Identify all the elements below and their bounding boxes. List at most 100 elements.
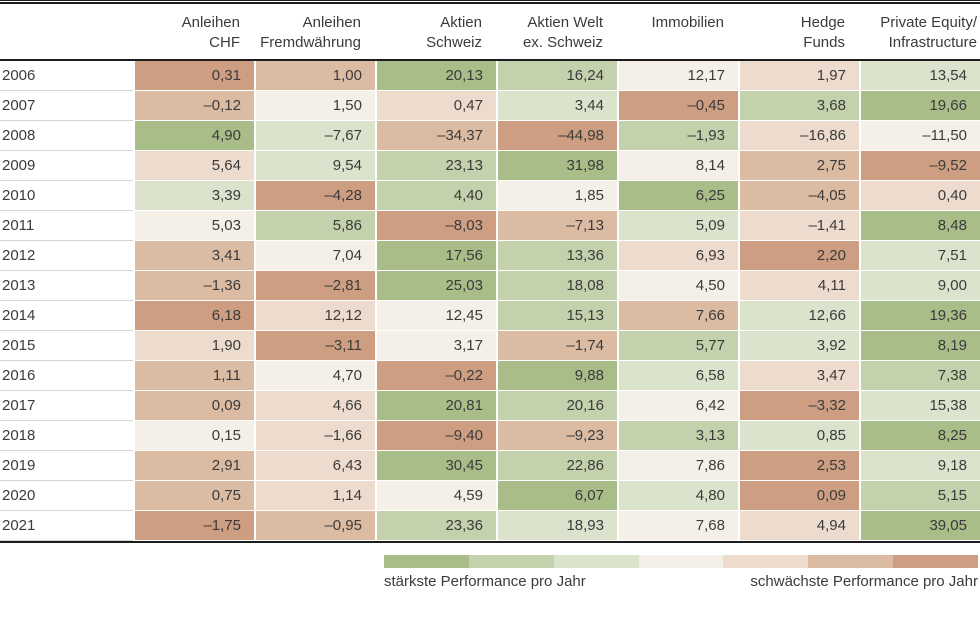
value-cell: –4,28: [254, 181, 375, 211]
value-cell: 5,77: [617, 331, 738, 361]
value-cell: 3,68: [738, 91, 859, 121]
value-cell: 0,40: [859, 181, 980, 211]
year-label: 2018: [0, 421, 133, 451]
table-row: 2009 5,64 9,54 23,13 31,98 8,14 2,75 –9,52: [0, 151, 980, 181]
value-cell: –8,03: [375, 211, 496, 241]
year-label: 2010: [0, 181, 133, 211]
value-cell: 3,13: [617, 421, 738, 451]
table-row: 2014 6,18 12,12 12,45 15,13 7,66 12,66 19,36: [0, 301, 980, 331]
table-row: 2018 0,15 –1,66 –9,40 –9,23 3,13 0,85 8,25: [0, 421, 980, 451]
value-cell: 25,03: [375, 271, 496, 301]
value-cell: 0,09: [738, 481, 859, 511]
value-cell: 3,47: [738, 361, 859, 391]
table-row: 2010 3,39 –4,28 4,40 1,85 6,25 –4,05 0,40: [0, 181, 980, 211]
value-cell: 4,90: [133, 121, 254, 151]
value-cell: 1,85: [496, 181, 617, 211]
value-cell: –0,45: [617, 91, 738, 121]
value-cell: 3,39: [133, 181, 254, 211]
table-row: 2011 5,03 5,86 –8,03 –7,13 5,09 –1,41 8,48: [0, 211, 980, 241]
value-cell: 20,13: [375, 61, 496, 91]
legend-segment: [468, 555, 554, 568]
value-cell: 12,12: [254, 301, 375, 331]
column-header: Anleihen Fremdwährung: [260, 14, 361, 51]
value-cell: –1,36: [133, 271, 254, 301]
value-cell: 23,13: [375, 151, 496, 181]
value-cell: 6,93: [617, 241, 738, 271]
value-cell: 13,36: [496, 241, 617, 271]
legend-label-best: stärkste Performance pro Jahr: [384, 573, 586, 590]
legend-segment: [384, 555, 469, 568]
value-cell: 1,97: [738, 61, 859, 91]
value-cell: 20,81: [375, 391, 496, 421]
column-header: Immobilien: [651, 14, 724, 31]
value-cell: 19,66: [859, 91, 980, 121]
table-row: 2008 4,90 –7,67 –34,37 –44,98 –1,93 –16,86 –11,…: [0, 121, 980, 151]
table-row: 2020 0,75 1,14 4,59 6,07 4,80 0,09 5,15: [0, 481, 980, 511]
value-cell: 2,20: [738, 241, 859, 271]
table-body: 2006 0,31 1,00 20,13 16,24 12,17 1,97 13,54 2007…: [0, 61, 980, 541]
value-cell: 5,09: [617, 211, 738, 241]
value-cell: 9,18: [859, 451, 980, 481]
value-cell: 4,40: [375, 181, 496, 211]
value-cell: 2,91: [133, 451, 254, 481]
value-cell: –0,22: [375, 361, 496, 391]
year-label: 2013: [0, 271, 133, 301]
value-cell: –11,50: [859, 121, 980, 151]
value-cell: 4,80: [617, 481, 738, 511]
table-row: 2015 1,90 –3,11 3,17 –1,74 5,77 3,92 8,19: [0, 331, 980, 361]
value-cell: 4,11: [738, 271, 859, 301]
value-cell: 8,14: [617, 151, 738, 181]
header-rule: [0, 59, 980, 61]
value-cell: 15,38: [859, 391, 980, 421]
header-row: Anleihen CHF Anleihen Fremdwährung Aktien …: [0, 4, 980, 59]
value-cell: 39,05: [859, 511, 980, 541]
table-row: 2016 1,11 4,70 –0,22 9,88 6,58 3,47 7,38: [0, 361, 980, 391]
value-cell: 6,18: [133, 301, 254, 331]
value-cell: 8,48: [859, 211, 980, 241]
column-header: Hedge Funds: [800, 14, 845, 51]
value-cell: 31,98: [496, 151, 617, 181]
year-label: 2015: [0, 331, 133, 361]
value-cell: 9,54: [254, 151, 375, 181]
value-cell: 7,04: [254, 241, 375, 271]
column-header: Aktien Schweiz: [426, 14, 482, 51]
value-cell: 3,17: [375, 331, 496, 361]
value-cell: 16,24: [496, 61, 617, 91]
year-column-header: [0, 13, 133, 53]
legend-color-bar: [384, 555, 979, 568]
value-cell: –4,05: [738, 181, 859, 211]
legend-segment: [808, 555, 894, 568]
value-cell: 8,19: [859, 331, 980, 361]
value-cell: 23,36: [375, 511, 496, 541]
value-cell: 3,92: [738, 331, 859, 361]
value-cell: 6,25: [617, 181, 738, 211]
value-cell: 30,45: [375, 451, 496, 481]
column-header: Anleihen CHF: [181, 14, 240, 51]
value-cell: 4,59: [375, 481, 496, 511]
value-cell: 9,00: [859, 271, 980, 301]
legend-segment: [723, 555, 809, 568]
value-cell: 0,31: [133, 61, 254, 91]
performance-table-figure: Anleihen CHF Anleihen Fremdwährung Aktien …: [0, 0, 980, 590]
table-row: 2007 –0,12 1,50 0,47 3,44 –0,45 3,68 19,66: [0, 91, 980, 121]
value-cell: 3,41: [133, 241, 254, 271]
year-label: 2011: [0, 211, 133, 241]
value-cell: 5,86: [254, 211, 375, 241]
top-rule-outer: [0, 0, 980, 1]
value-cell: 3,44: [496, 91, 617, 121]
value-cell: 2,53: [738, 451, 859, 481]
value-cell: 7,38: [859, 361, 980, 391]
value-cell: 0,15: [133, 421, 254, 451]
value-cell: 18,93: [496, 511, 617, 541]
column-header: Aktien Welt ex. Schweiz: [522, 14, 603, 51]
value-cell: 6,43: [254, 451, 375, 481]
legend-label-worst: schwächste Performance pro Jahr: [750, 573, 978, 590]
year-label: 2007: [0, 91, 133, 121]
value-cell: 13,54: [859, 61, 980, 91]
value-cell: 4,70: [254, 361, 375, 391]
value-cell: 2,75: [738, 151, 859, 181]
value-cell: –0,12: [133, 91, 254, 121]
year-label: 2014: [0, 301, 133, 331]
value-cell: 4,94: [738, 511, 859, 541]
value-cell: 0,85: [738, 421, 859, 451]
